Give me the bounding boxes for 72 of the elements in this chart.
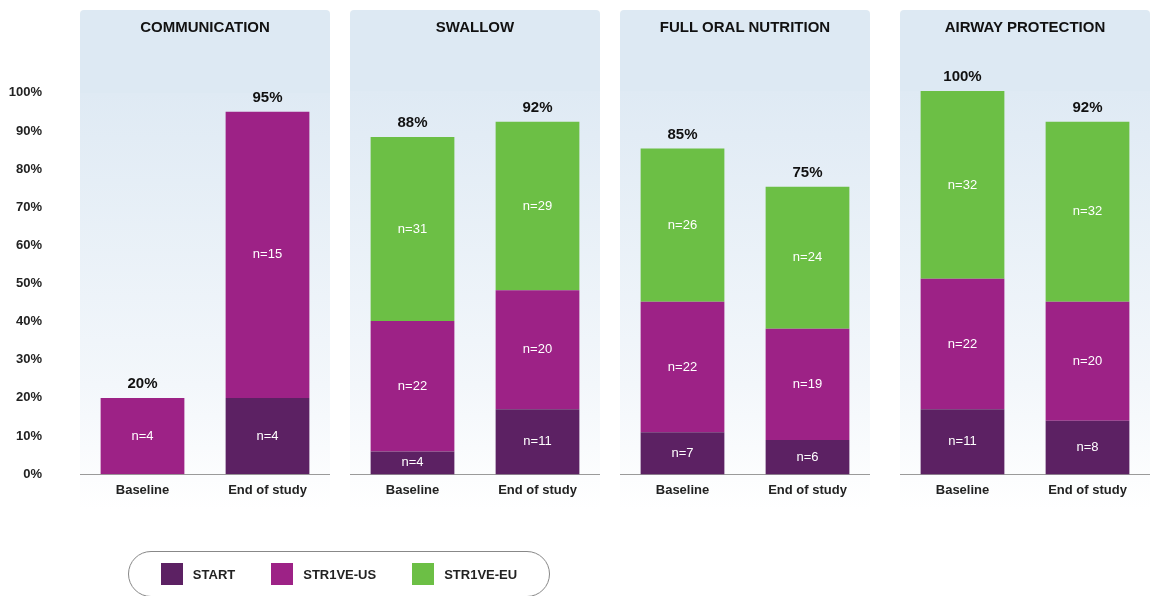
- x-tick-label: End of study: [768, 481, 848, 497]
- chart-title: FULL ORAL NUTRITION: [658, 18, 832, 35]
- y-tick-label: 10%: [15, 427, 43, 443]
- bar: [640, 301, 725, 433]
- legend-label: STR1VE-EU: [444, 566, 518, 582]
- total-label: 85%: [667, 124, 698, 142]
- annotation: n=32: [947, 176, 978, 192]
- annotation: n=24: [792, 249, 823, 265]
- x-tick-label: Baseline: [385, 481, 440, 497]
- bar: [640, 148, 725, 302]
- bar: [765, 186, 850, 329]
- annotation: n=32: [1072, 203, 1103, 219]
- y-tick-label: 80%: [15, 160, 43, 176]
- annotation: n=22: [667, 358, 698, 374]
- x-tick-label: Baseline: [115, 481, 170, 497]
- annotation: n=20: [1072, 352, 1103, 368]
- annotation: n=31: [397, 220, 428, 236]
- total-label: 88%: [397, 113, 428, 131]
- y-tick-label: 40%: [15, 313, 43, 329]
- bar: [640, 432, 725, 475]
- bar: [495, 121, 580, 291]
- bar: [1045, 420, 1130, 475]
- legend-label: STR1VE-US: [303, 566, 377, 582]
- annotation: n=29: [522, 197, 553, 213]
- chart-title: AIRWAY PROTECTION: [943, 18, 1107, 35]
- total-label: 92%: [522, 97, 553, 115]
- annotation: n=11: [948, 433, 977, 449]
- chart-title: COMMUNICATION: [139, 18, 271, 35]
- annotation: n=22: [947, 335, 978, 351]
- bar: [1045, 301, 1130, 421]
- annotation: n=6: [796, 448, 819, 464]
- x-tick-label: End of study: [498, 481, 578, 497]
- bar: [1045, 121, 1130, 302]
- legend-label: START: [192, 566, 236, 582]
- bar: [765, 328, 850, 440]
- bar: [920, 409, 1005, 475]
- total-label: 100%: [943, 67, 982, 85]
- y-tick-label: 0%: [23, 465, 43, 481]
- x-tick-label: End of study: [1048, 481, 1128, 497]
- bar: [920, 278, 1005, 410]
- x-tick-label: End of study: [228, 481, 308, 497]
- annotation: n=8: [1076, 439, 1099, 455]
- y-tick-label: 20%: [15, 389, 43, 405]
- y-tick-label: 100%: [8, 84, 43, 100]
- y-tick-label: 90%: [15, 122, 43, 138]
- y-tick-label: 60%: [15, 236, 43, 252]
- annotation: n=11: [523, 433, 552, 449]
- bar: [370, 321, 455, 452]
- total-label: 95%: [252, 88, 283, 106]
- total-label: 75%: [792, 162, 823, 180]
- y-tick-label: 30%: [15, 351, 43, 367]
- annotation: n=4: [401, 454, 424, 470]
- bar: [370, 451, 455, 475]
- bar: [370, 137, 455, 322]
- bar: [765, 439, 850, 475]
- annotation: n=26: [667, 216, 698, 232]
- total-label: 92%: [1072, 97, 1103, 115]
- annotation: n=4: [256, 427, 279, 443]
- total-label: 20%: [127, 374, 158, 392]
- annotation: n=15: [252, 246, 283, 262]
- annotation: n=4: [131, 427, 154, 443]
- x-tick-label: Baseline: [655, 481, 710, 497]
- y-tick-label: 70%: [15, 198, 43, 214]
- annotation: n=7: [671, 444, 694, 460]
- chart-title: SWALLOW: [434, 18, 516, 35]
- annotation: n=19: [792, 375, 823, 391]
- annotation: n=20: [522, 341, 553, 357]
- y-tick-label: 50%: [15, 275, 43, 291]
- bar: [495, 409, 580, 475]
- bar: [495, 290, 580, 410]
- annotation: n=22: [397, 377, 428, 393]
- x-tick-label: Baseline: [935, 481, 990, 497]
